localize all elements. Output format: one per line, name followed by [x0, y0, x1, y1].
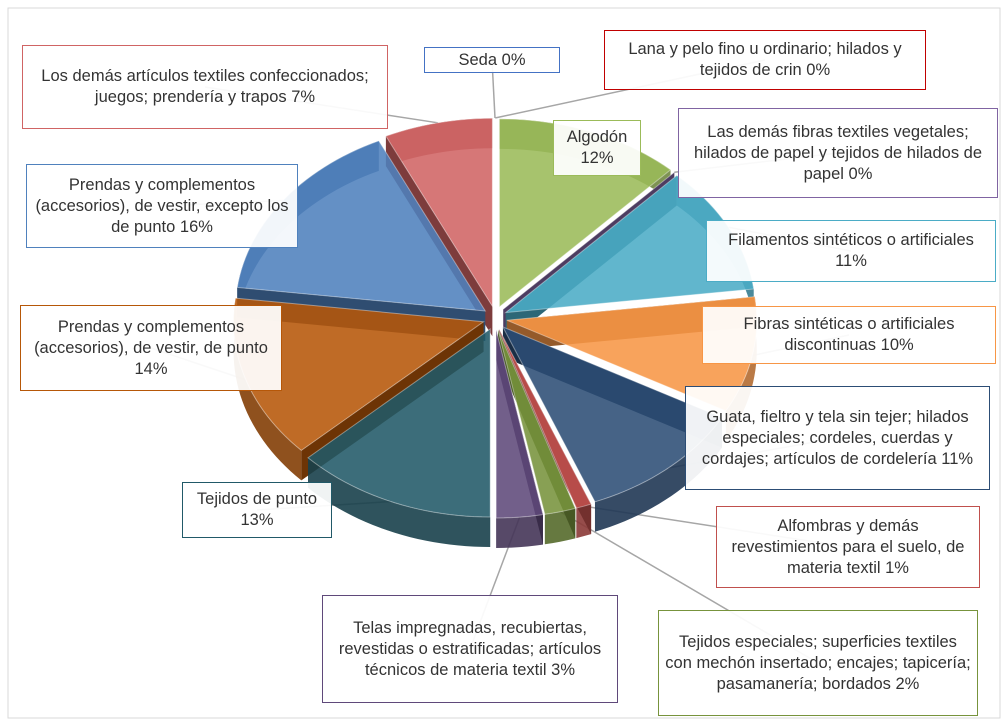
value-label: 13%: [240, 511, 274, 529]
data-label: Alfombras y demás revestimientos para el…: [716, 506, 980, 588]
category-name: Prendas y complementos (accesorios), de …: [34, 317, 268, 357]
value-label: 3%: [551, 660, 576, 679]
value-label: 11%: [941, 449, 974, 468]
label-text: Los demás artículos textiles confecciona…: [29, 66, 381, 108]
category-name: Algodón: [566, 128, 628, 146]
value-label: 14%: [134, 359, 168, 378]
slice-top: [502, 171, 675, 310]
label-text: Filamentos sintéticos o artificiales 11%: [713, 230, 989, 272]
data-label: Los demás artículos textiles confecciona…: [22, 45, 388, 129]
label-text: Guata, fieltro y tela sin tejer; hilados…: [692, 407, 983, 470]
slice: [498, 329, 592, 539]
data-label: Tejidos especiales; superficies textiles…: [658, 610, 978, 716]
slice: [501, 326, 723, 532]
slice: [495, 329, 544, 548]
value-label: 7%: [291, 88, 316, 106]
data-label: Guata, fieltro y tela sin tejer; hilados…: [685, 386, 990, 490]
label-text: Algodón 12%: [560, 127, 634, 169]
data-label: Algodón 12%: [553, 120, 641, 176]
data-label: Filamentos sintéticos o artificiales 11%: [706, 220, 996, 282]
data-label: Lana y pelo fino u ordinario; hilados y …: [604, 30, 926, 90]
value-label: 12%: [580, 149, 614, 167]
slice: [497, 329, 576, 545]
data-label: Tejidos de punto 13%: [182, 482, 332, 538]
value-label: 1%: [885, 558, 909, 577]
category-name: Lana y pelo fino u ordinario; hilados y …: [628, 40, 902, 79]
value-label: 10%: [880, 336, 914, 354]
category-name: Tejidos especiales; superficies textiles…: [665, 632, 971, 693]
value-label: 11%: [835, 252, 867, 270]
label-text: Telas impregnadas, recubiertas, revestid…: [329, 618, 611, 681]
category-name: Filamentos sintéticos o artificiales: [728, 231, 974, 249]
slice-side: [594, 417, 723, 532]
value-label: 16%: [179, 217, 213, 236]
category-name: Seda: [458, 50, 498, 69]
label-text: Lana y pelo fino u ordinario; hilados y …: [611, 39, 919, 81]
slice-side: [496, 514, 543, 548]
slice-side: [307, 457, 491, 548]
category-name: Telas impregnadas, recubiertas, revestid…: [338, 618, 602, 679]
data-label: Fibras sintéticas o artificiales discont…: [702, 306, 996, 364]
category-name: Guata, fieltro y tela sin tejer; hilados…: [701, 407, 969, 468]
slice: [307, 328, 491, 548]
slice-top: [495, 329, 544, 519]
label-text: Prendas y complementos (accesorios), de …: [33, 175, 291, 238]
slice-top: [385, 117, 493, 309]
chart-frame: [7, 7, 1001, 719]
slice-top: [498, 329, 592, 509]
data-label: Seda 0%: [424, 47, 560, 73]
category-name: Fibras sintéticas o artificiales discont…: [743, 315, 955, 354]
category-name: Los demás artículos textiles confecciona…: [41, 67, 369, 106]
label-text: Alfombras y demás revestimientos para el…: [723, 516, 973, 579]
data-label: Prendas y complementos (accesorios), de …: [26, 164, 298, 248]
data-label: Las demás fibras textiles vegetales; hil…: [678, 108, 998, 198]
data-label: Telas impregnadas, recubiertas, revestid…: [322, 595, 618, 703]
slice-top: [307, 328, 491, 518]
label-text: Las demás fibras textiles vegetales; hil…: [685, 122, 991, 185]
data-label: Prendas y complementos (accesorios), de …: [20, 305, 282, 391]
value-label: 0%: [501, 50, 526, 69]
category-name: Prendas y complementos (accesorios), de …: [35, 175, 289, 236]
slice-top: [497, 329, 576, 515]
category-name: Alfombras y demás revestimientos para el…: [731, 516, 965, 577]
value-label: 0%: [848, 164, 873, 183]
label-text: Seda 0%: [459, 50, 526, 71]
category-name: Tejidos de punto: [196, 490, 318, 508]
value-label: 0%: [806, 61, 831, 79]
category-name: Las demás fibras textiles vegetales; hil…: [693, 122, 983, 183]
label-text: Prendas y complementos (accesorios), de …: [27, 317, 275, 380]
value-label: 2%: [895, 674, 920, 693]
label-text: Tejidos especiales; superficies textiles…: [665, 632, 971, 695]
label-text: Fibras sintéticas o artificiales discont…: [709, 314, 989, 356]
label-text: Tejidos de punto 13%: [189, 489, 325, 531]
